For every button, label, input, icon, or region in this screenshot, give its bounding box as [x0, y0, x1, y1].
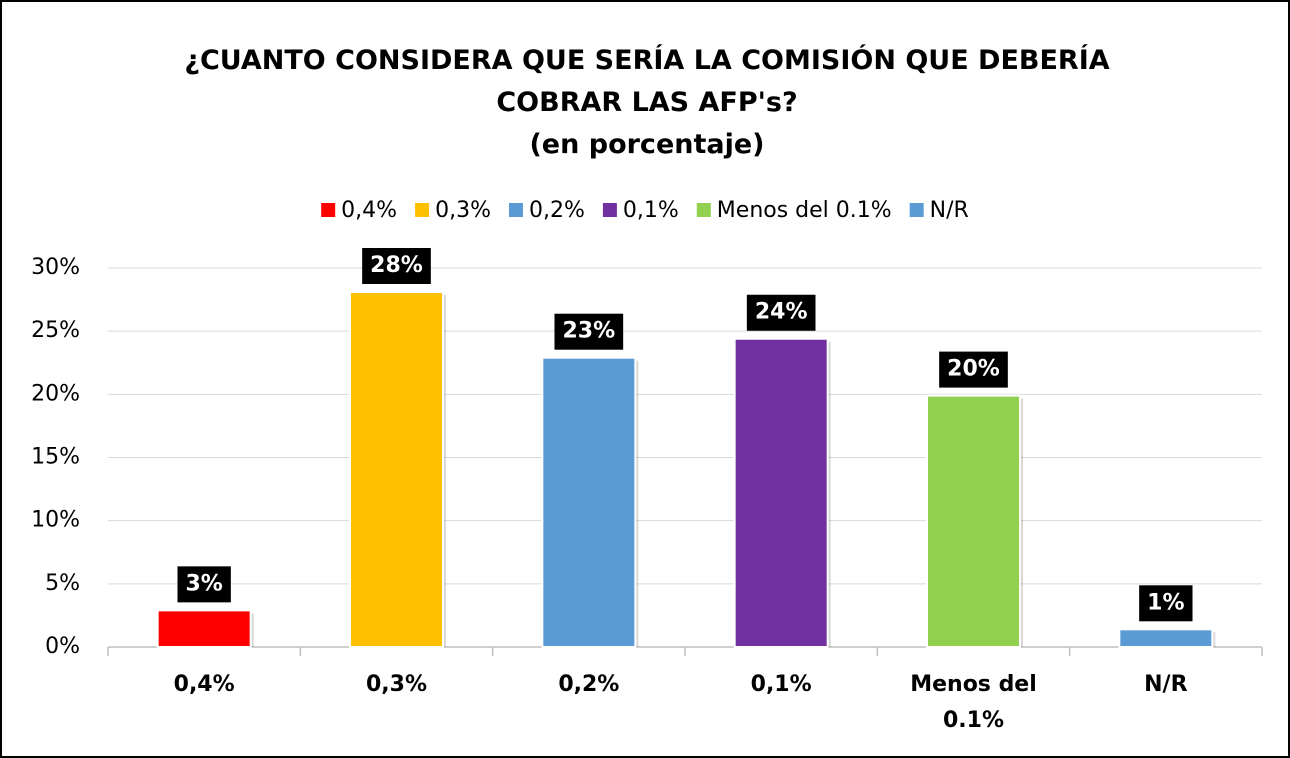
legend-swatch — [696, 203, 711, 217]
legend-label: 0,3% — [435, 198, 491, 223]
data-label: 24% — [746, 294, 816, 331]
chart-title: ¿CUANTO CONSIDERA QUE SERÍA LA COMISIÓN … — [184, 45, 1110, 118]
data-label: 3% — [177, 566, 231, 603]
legend-swatch — [321, 203, 336, 217]
data-label-text: 28% — [370, 253, 423, 278]
y-tick-label: 20% — [31, 381, 80, 406]
data-label-text: 3% — [185, 571, 222, 596]
data-label-text: 24% — [755, 300, 808, 325]
x-tick-label: 0,2% — [558, 672, 620, 697]
legend-swatch — [909, 203, 924, 217]
legend-label: 0,4% — [341, 198, 397, 223]
y-tick-label: 30% — [31, 255, 80, 280]
y-tick-label: 0% — [45, 634, 80, 659]
data-label: 20% — [939, 351, 1008, 388]
x-tick-label: 0,1% — [750, 672, 812, 697]
x-tick-label: 0,4% — [173, 672, 235, 697]
legend-label: N/R — [930, 198, 969, 223]
data-label-box — [746, 294, 816, 331]
legend-label: 0,1% — [623, 198, 679, 223]
bar — [541, 356, 637, 648]
x-tick-label: N/R — [1144, 672, 1188, 697]
bar — [156, 609, 252, 649]
data-label-text: 20% — [947, 357, 1000, 382]
x-tick-label: Menos del 0.1% — [910, 672, 1037, 733]
bar — [349, 291, 444, 648]
data-label: 1% — [1139, 585, 1193, 622]
legend-swatch — [602, 203, 617, 217]
bar — [926, 394, 1021, 649]
y-tick-label: 25% — [31, 318, 80, 343]
data-label-box — [362, 248, 431, 285]
chart-subtitle: (en porcentaje) — [529, 129, 765, 160]
legend: 0,4% 0,3% 0,2% 0,1% Menos del 0.1% N/R — [321, 198, 969, 223]
y-tick-label: 5% — [45, 571, 80, 596]
y-tick-label: 10% — [31, 508, 80, 533]
data-label-text: 1% — [1147, 590, 1184, 615]
x-tick-label: 0,3% — [365, 672, 427, 697]
data-label-box — [177, 566, 231, 603]
data-label-box — [939, 351, 1008, 388]
data-label-box — [1139, 585, 1193, 622]
legend-swatch — [508, 203, 523, 217]
legend-label: Menos del 0.1% — [717, 198, 892, 223]
bar — [1118, 628, 1214, 649]
data-label: 28% — [362, 248, 431, 285]
legend-label: 0,2% — [529, 198, 585, 223]
data-label-box — [554, 313, 624, 350]
bar — [733, 337, 829, 648]
y-tick-label: 15% — [31, 445, 80, 470]
data-label: 23% — [554, 313, 624, 350]
legend-swatch — [415, 203, 430, 217]
data-label-text: 23% — [562, 319, 615, 344]
